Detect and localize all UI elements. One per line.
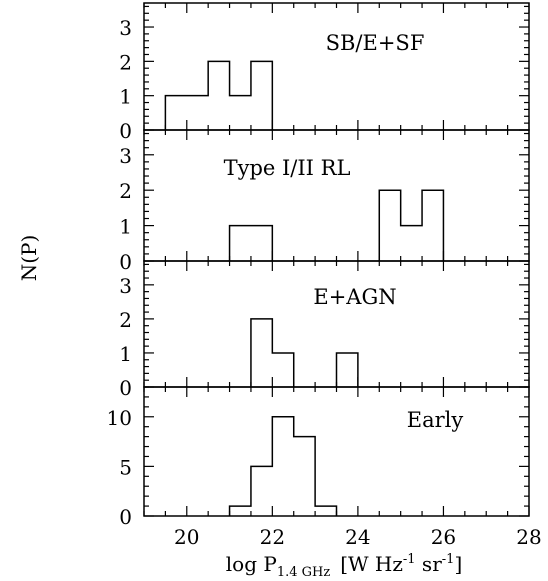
panel-frame xyxy=(143,2,530,131)
y-tick-label: 2 xyxy=(119,50,132,74)
x-tick-label: 26 xyxy=(431,525,456,549)
x-tick-label: 20 xyxy=(174,525,199,549)
panel-3: 0 1 2 3 E+AGN xyxy=(119,260,530,400)
histogram-bars xyxy=(228,224,274,261)
y-tick-label: 10 xyxy=(107,406,132,430)
y-tick-label: 0 xyxy=(119,119,132,143)
histogram-bars xyxy=(335,352,359,387)
x-axis-label-unit-open: [W Hz xyxy=(340,552,403,576)
panels: 0 1 2 3 SB/E+SF 0 1 2 3 Type I/II RL 0 1 2 3 E+AGN 0 5 10… xyxy=(107,2,542,549)
y-tick-label: 2 xyxy=(119,308,132,332)
x-axis-label-main: log P xyxy=(226,552,277,576)
y-tick-label: 1 xyxy=(119,342,132,366)
x-tick-label: 24 xyxy=(345,525,370,549)
y-tick-label: 3 xyxy=(119,274,132,298)
histogram-bars xyxy=(250,318,295,387)
y-tick-label: 5 xyxy=(119,455,132,479)
histogram-bars xyxy=(164,60,274,130)
histogram-bars xyxy=(378,189,445,261)
y-tick-label: 1 xyxy=(119,85,132,109)
x-axis-label-sup2: -1 xyxy=(442,552,455,567)
panel-label: E+AGN xyxy=(313,285,396,309)
x-axis-label: log P1.4 GHz [W Hz-1 sr-1] xyxy=(226,552,463,580)
y-tick-label: 3 xyxy=(119,144,132,168)
x-axis-label-subscript: 1.4 GHz xyxy=(277,565,331,580)
x-axis-label-unit-close: ] xyxy=(454,552,462,576)
panel-2: 0 1 2 3 Type I/II RL xyxy=(119,129,530,274)
x-tick-label: 22 xyxy=(260,525,285,549)
panel-1: 0 1 2 3 SB/E+SF xyxy=(119,2,530,143)
panel-frame xyxy=(143,386,530,517)
y-tick-label: 1 xyxy=(119,215,132,239)
y-tick-label: 3 xyxy=(119,16,132,40)
x-axis-label-sup1: -1 xyxy=(403,552,416,567)
x-axis-label-unit-mid: sr xyxy=(416,552,443,576)
panel-label: Early xyxy=(407,408,464,432)
panel-frame xyxy=(143,129,530,262)
panel-4: 0 5 10 Early 20 22 24 26 28 xyxy=(107,386,542,549)
histogram-bars xyxy=(228,416,338,516)
y-tick-label: 0 xyxy=(119,250,132,274)
y-tick-label: 0 xyxy=(119,505,132,529)
panel-label: Type I/II RL xyxy=(224,156,351,180)
panel-label: SB/E+SF xyxy=(326,31,425,55)
y-tick-label: 0 xyxy=(119,376,132,400)
y-tick-label: 2 xyxy=(119,179,132,203)
x-tick-label: 28 xyxy=(516,525,541,549)
y-axis-label: N(P) xyxy=(17,235,41,282)
